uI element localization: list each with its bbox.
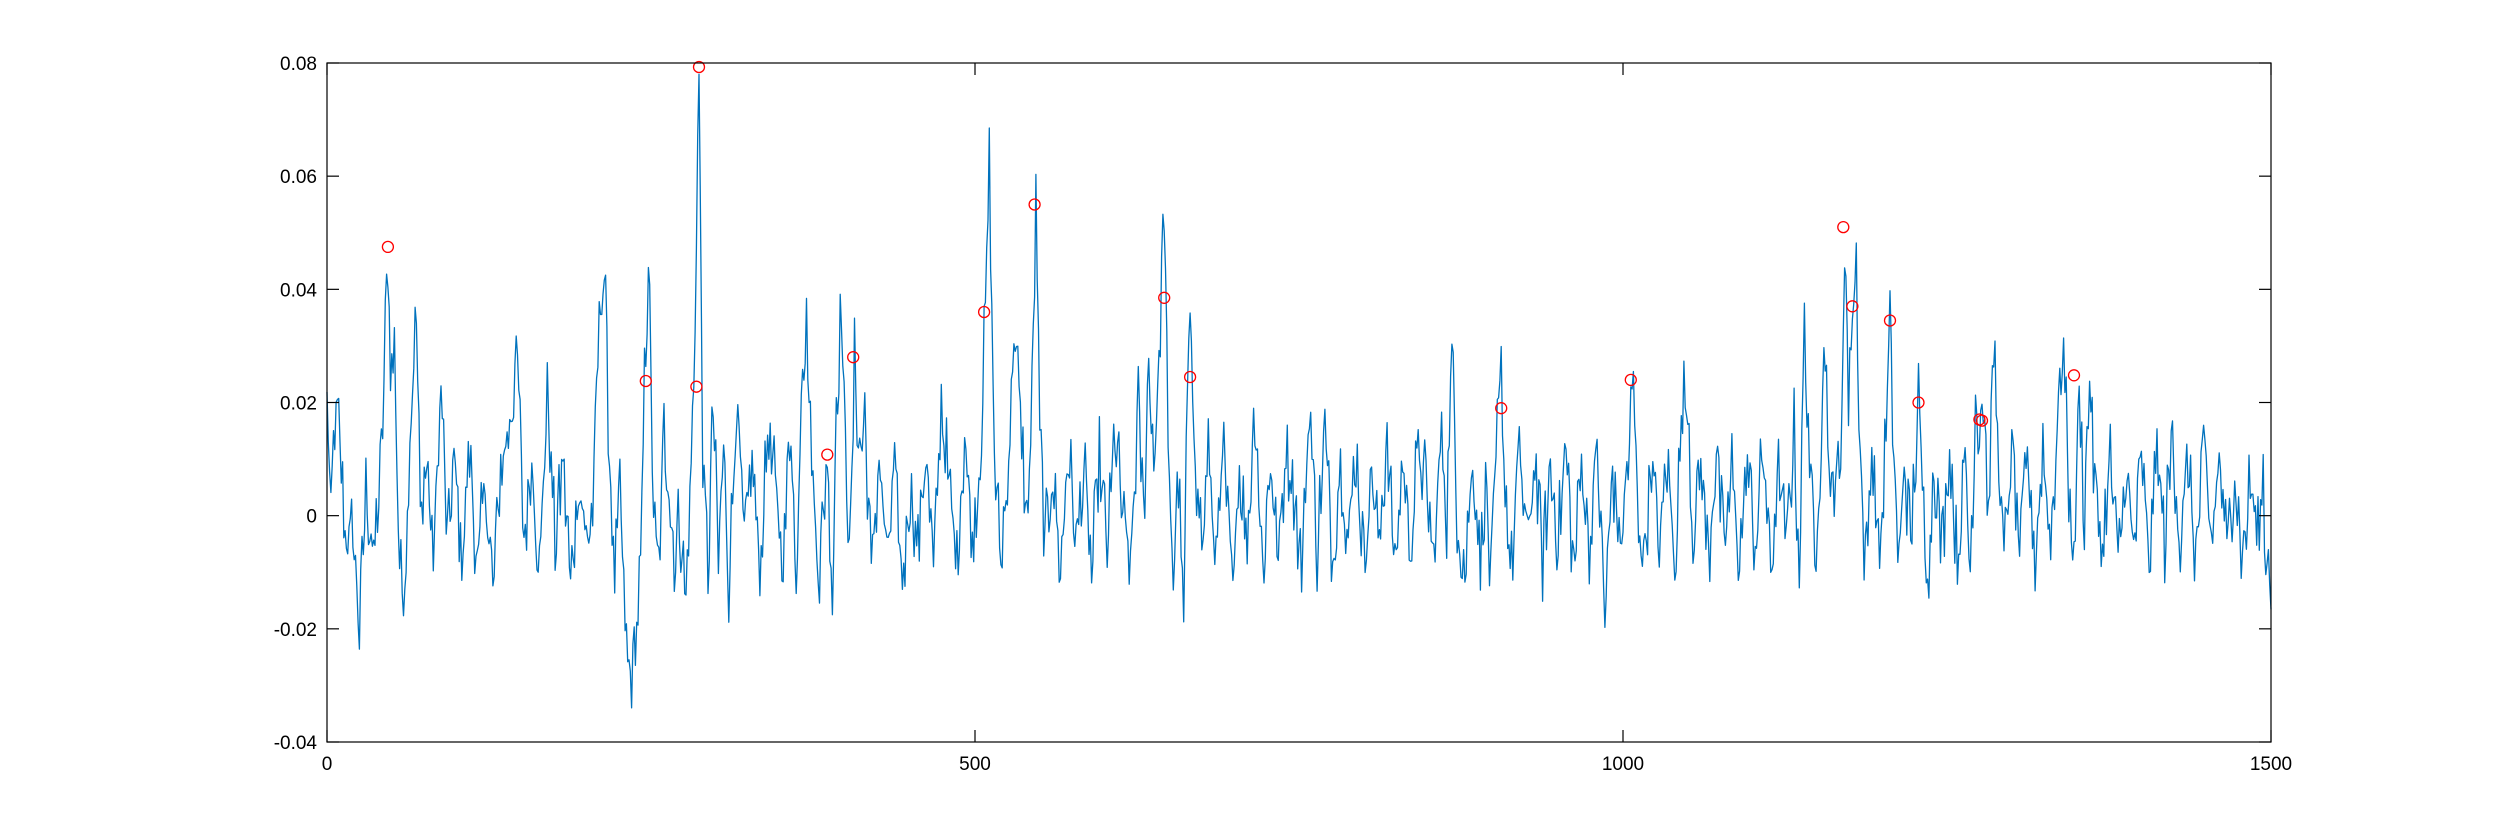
signal-line — [326, 73, 2272, 709]
peak-marker — [1912, 396, 1925, 409]
y-tick-label: -0.04 — [274, 733, 318, 754]
peak-marker — [1495, 402, 1508, 415]
peak-marker — [690, 380, 703, 393]
peak-markers — [381, 60, 2081, 461]
y-tick-label: 0.02 — [280, 394, 317, 415]
peak-marker — [692, 60, 706, 74]
x-tick-label: 500 — [959, 754, 991, 775]
signal-series — [326, 73, 2272, 709]
x-tick-label: 1000 — [1602, 754, 1644, 775]
peak-marker — [977, 305, 991, 319]
y-tick-label: -0.02 — [274, 620, 317, 641]
y-tick-label: 0.06 — [280, 167, 317, 188]
y-tick-label: 0 — [306, 507, 317, 528]
peak-marker — [1846, 300, 1859, 313]
y-tick-label: 0.04 — [280, 280, 317, 301]
peak-marker — [1183, 370, 1197, 384]
x-tick-label: 0 — [322, 754, 333, 775]
y-tick-label: 0.08 — [280, 54, 317, 75]
peak-marker — [381, 240, 395, 254]
axis-ticks: 0 500 1000 1500 -0.04 -0.02 0 0.02 0.04 0.06 0.08 — [274, 54, 2292, 775]
peak-marker — [1624, 373, 1637, 387]
peak-marker — [821, 448, 834, 461]
peak-marker — [639, 374, 652, 388]
peak-marker — [847, 351, 860, 364]
peak-marker — [1837, 220, 1850, 234]
peak-marker — [1028, 198, 1041, 211]
peak-marker — [1883, 314, 1897, 327]
peak-marker — [2067, 369, 2081, 382]
x-tick-label: 1500 — [2250, 754, 2292, 775]
peak-marker — [1975, 414, 1989, 427]
peak-marker — [1158, 291, 1171, 304]
